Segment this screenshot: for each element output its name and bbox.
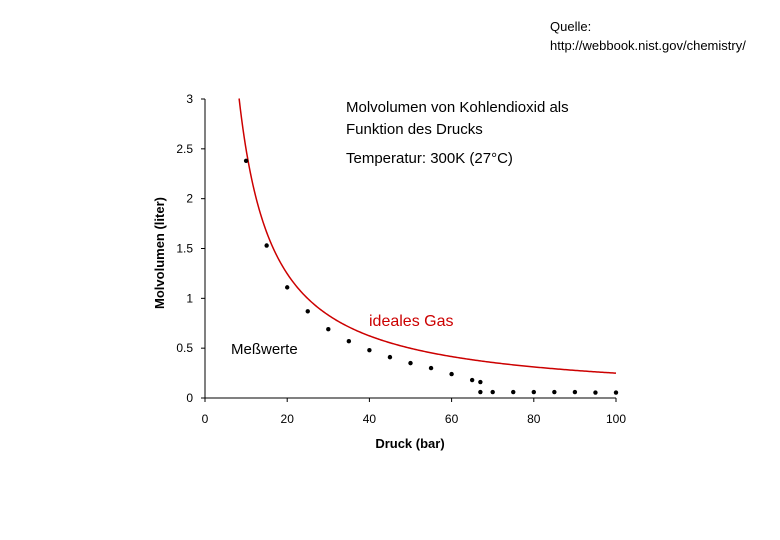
data-point [531, 389, 536, 395]
ideal-gas-label: ideales Gas [369, 313, 454, 330]
y-tick-label: 0 [186, 391, 193, 405]
x-tick-label: 40 [363, 412, 377, 426]
x-tick-label: 20 [281, 412, 295, 426]
source-url: http://webbook.nist.gov/chemistry/ [550, 38, 746, 53]
y-tick-label: 1.5 [176, 242, 193, 256]
data-point [572, 389, 578, 395]
y-tick-label: 0.5 [176, 341, 193, 355]
ticks: 0 0.5 1 1.5 2 2.5 3 0 20 40 60 80 100 [176, 92, 626, 426]
data-point [613, 390, 619, 395]
data-point [478, 389, 483, 395]
data-point [469, 377, 475, 383]
x-tick-label: 80 [527, 412, 541, 426]
data-point [552, 389, 557, 395]
chart-title-line-2: Funktion des Drucks [346, 121, 483, 138]
data-point [387, 354, 393, 360]
axes [201, 98, 617, 402]
data-point [285, 285, 290, 290]
data-point [305, 309, 310, 314]
data-point [593, 390, 598, 395]
ideal-gas-curve [238, 98, 617, 374]
data-point [428, 365, 434, 371]
data-point [408, 360, 413, 366]
y-tick-label: 2.5 [176, 142, 193, 156]
chart-title-line-1: Molvolumen von Kohlendioxid als [346, 99, 569, 116]
data-point [243, 158, 249, 163]
source-label: Quelle: [550, 19, 592, 34]
chart-subtitle: Temperatur: 300K (27°C) [346, 150, 513, 167]
y-axis-label: Molvolumen (liter) [152, 197, 167, 309]
data-point [346, 338, 352, 344]
y-tick-label: 2 [186, 192, 193, 206]
y-tick-label: 3 [186, 92, 193, 106]
x-tick-label: 100 [606, 412, 626, 426]
x-tick-label: 0 [202, 412, 209, 426]
data-point [264, 243, 269, 248]
chart-marks [238, 98, 619, 395]
data-point [511, 389, 516, 395]
source-note: Quelle: http://webbook.nist.gov/chemistr… [550, 17, 746, 55]
data-point [367, 347, 372, 353]
measured-values-label: Meßwerte [231, 341, 298, 358]
data-point [326, 327, 331, 332]
data-point [449, 371, 454, 377]
x-tick-label: 60 [445, 412, 459, 426]
data-point [478, 379, 483, 385]
y-tick-label: 1 [186, 291, 193, 305]
x-axis-label: Druck (bar) [375, 436, 444, 451]
data-point [490, 389, 495, 395]
